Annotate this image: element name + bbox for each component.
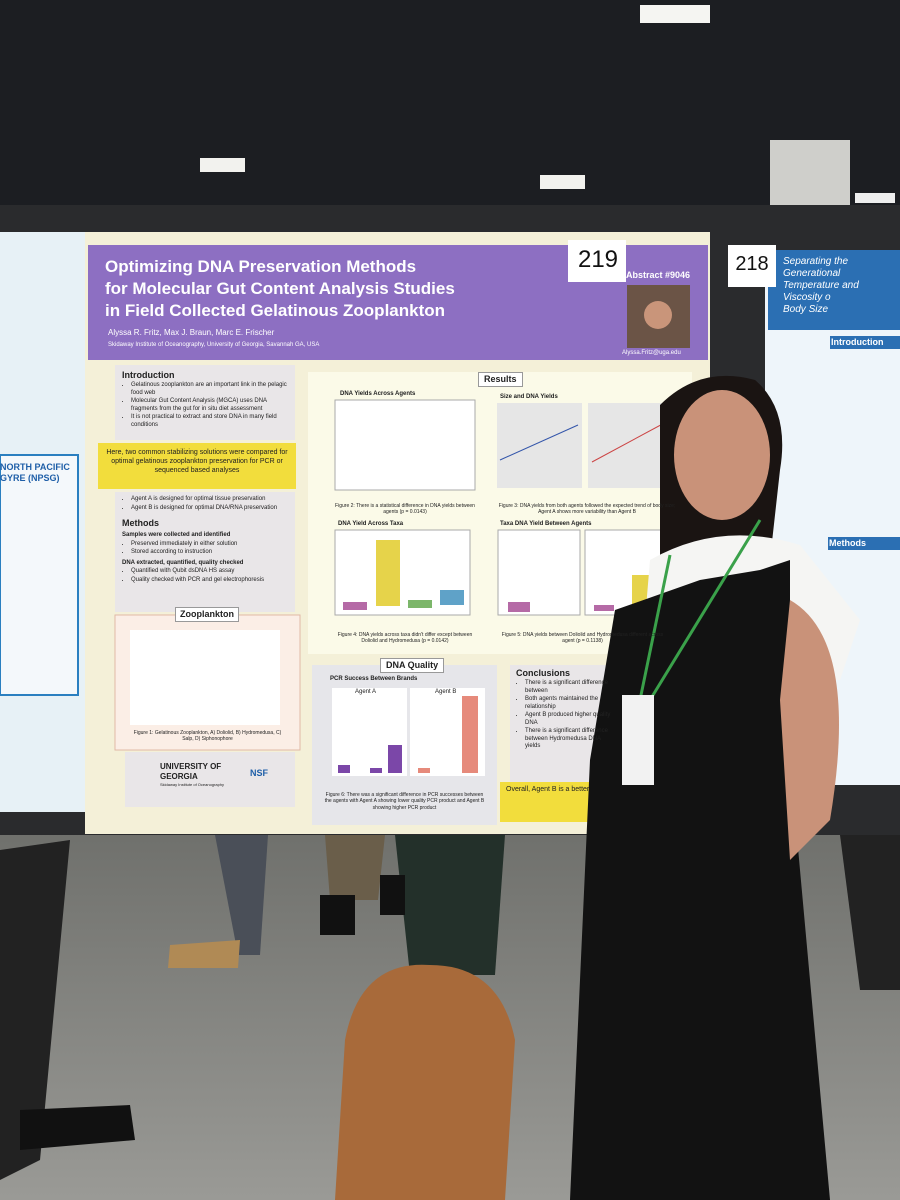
affiliation: Skidaway Institute of Oceanography, Univ… xyxy=(108,342,320,348)
introduction: Introduction Gelatinous zooplankton are … xyxy=(122,370,287,430)
neighbor-title: Separating the Generational Temperature … xyxy=(783,256,900,316)
figure-title: DNA Yield Across Taxa xyxy=(338,521,404,527)
poster-number: 219 xyxy=(577,246,619,273)
panel-label: Agent B xyxy=(435,689,457,695)
heading: DNA Quality xyxy=(380,658,445,674)
authors: Alyssa R. Fritz, Max J. Braun, Marc E. F… xyxy=(108,328,275,337)
bullet: Both agents maintained the relationship xyxy=(525,696,612,711)
bullet: Preserved immediately in either solution xyxy=(131,541,287,549)
caption: Figure 5: DNA yields between Doliolid an… xyxy=(501,632,664,645)
title-line: in Field Collected Gelatinous Zooplankto… xyxy=(105,300,446,320)
figure-title: Taxa DNA Yield Between Agents xyxy=(500,521,592,527)
bullet: Gelatinous zooplankton are an important … xyxy=(131,382,287,397)
bullet: There is a significant difference betwee… xyxy=(525,728,612,751)
heading: Results xyxy=(478,372,523,388)
caption: Figure 2: There is a statistical differe… xyxy=(335,503,475,516)
caption: Figure 3: DNA yields from both agents fo… xyxy=(498,503,676,516)
heading: Methods xyxy=(122,518,159,528)
bullet: It is not practical to extract and store… xyxy=(131,414,287,429)
logo-text: UNIVERSITY OF GEORGIA xyxy=(160,762,222,781)
step: Samples were collected and identified xyxy=(122,532,231,539)
heading: Methods xyxy=(828,537,900,551)
bullet: Molecular Gut Content Analysis (MGCA) us… xyxy=(131,398,287,413)
overall: Overall, Agent B is a better xyxy=(506,786,590,793)
title-line: for Molecular Gut Content Analysis Studi… xyxy=(105,278,455,298)
caption: Figure 6: There was a significant differ… xyxy=(324,792,485,811)
figure-title: DNA Yields Across Agents xyxy=(340,391,416,397)
email: Alyssa.Fritz@uga.edu xyxy=(622,350,681,356)
step: DNA extracted, quantified, quality check… xyxy=(122,559,244,566)
abstract-number: Abstract #9046 xyxy=(626,270,691,280)
heading: Introduction xyxy=(122,370,175,380)
bullet: Quality checked with PCR and gel electro… xyxy=(131,577,287,585)
bullet: Agent B produced higher quality DNA xyxy=(525,712,612,727)
highlight: Here, two common stabilizing solutions w… xyxy=(106,449,288,474)
caption: Figure 1: Gelatinous Zooplankton, A) Dol… xyxy=(133,730,282,743)
bullet: Agent A is designed for optimal tissue p… xyxy=(131,496,287,504)
conclusions: Conclusions There is a significant diffe… xyxy=(516,668,612,752)
panel-label: Agent A xyxy=(355,689,377,695)
logo-text: Skidaway Institute of Oceanography xyxy=(160,782,225,787)
poster-title: Optimizing DNA Preservation Methods for … xyxy=(105,256,455,321)
figure-title: Size and DNA Yields xyxy=(500,394,558,400)
heading: Zooplankton xyxy=(175,607,239,623)
agents: Agent A is designed for optimal tissue p… xyxy=(122,495,287,585)
poster-number: 218 xyxy=(735,253,769,275)
title-line: Separating the Generational xyxy=(783,256,849,279)
figure-title: PCR Success Between Brands xyxy=(330,676,418,682)
bullet: There is a significant difference betwee… xyxy=(525,680,612,695)
heading: Introduction xyxy=(830,336,900,350)
bullet: Agent B is designed for optimal DNA/RNA … xyxy=(131,505,287,513)
logo-text: NSF xyxy=(250,768,268,778)
neighbor-heading: NORTH PACIFIC GYRE (NPSG) xyxy=(0,462,70,484)
title-line: Optimizing DNA Preservation Methods xyxy=(105,257,417,276)
title-line: Temperature and Viscosity o xyxy=(783,280,859,303)
title-line: Body Size xyxy=(783,304,829,315)
bullet: Stored according to instruction xyxy=(131,549,287,557)
bullet: Quantified with Qubit dsDNA HS assay xyxy=(131,568,287,576)
caption: Figure 4: DNA yields across taxa didn't … xyxy=(337,632,473,645)
heading: Conclusions xyxy=(516,668,571,678)
